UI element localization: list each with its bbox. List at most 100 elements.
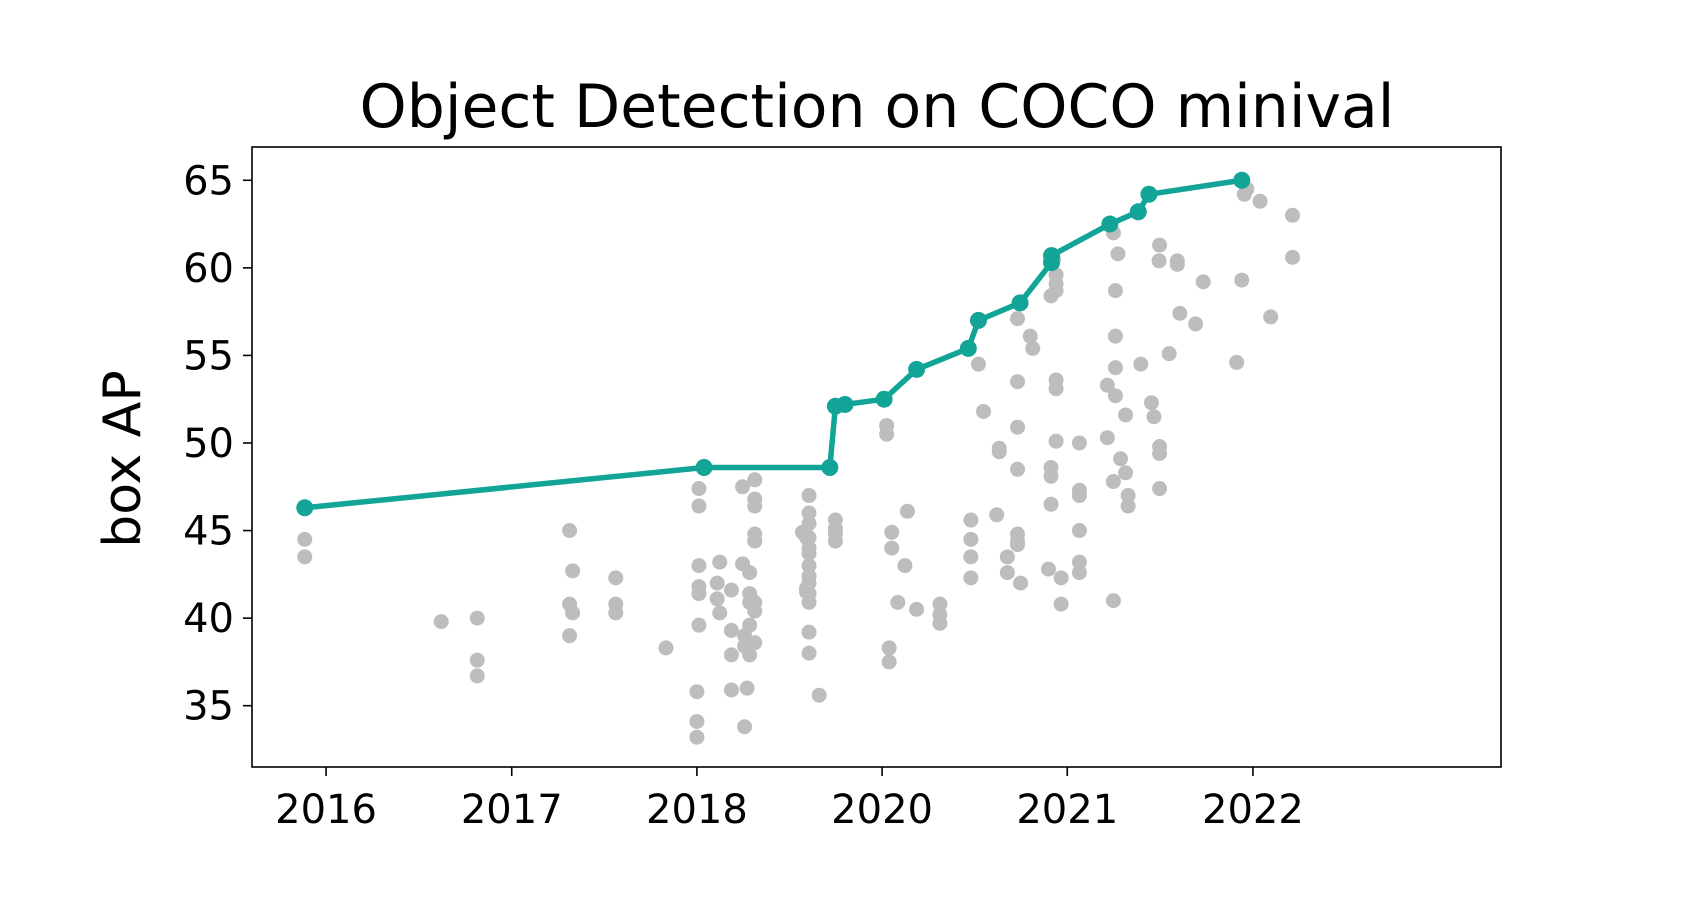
data-point [1040, 561, 1056, 577]
data-point [1043, 496, 1059, 512]
data-point [801, 505, 817, 521]
data-point [1188, 316, 1204, 332]
data-point [879, 426, 895, 442]
data-point [1025, 340, 1041, 356]
data-point [1152, 445, 1168, 461]
data-point [709, 591, 725, 607]
data-point [1043, 468, 1059, 484]
x-tick-label: 2022 [1202, 787, 1304, 833]
data-point [689, 729, 705, 745]
data-point [1048, 381, 1064, 397]
data-point [932, 596, 948, 612]
data-point [562, 523, 578, 539]
frontier-point [1233, 171, 1251, 189]
data-point [963, 531, 979, 547]
data-point [881, 654, 897, 670]
data-point [739, 680, 755, 696]
frontier-point [821, 459, 839, 477]
data-point [801, 488, 817, 504]
y-tick-label: 55 [183, 333, 234, 379]
data-point [1048, 283, 1064, 299]
data-point [1053, 596, 1069, 612]
data-point [469, 610, 485, 626]
data-point [737, 719, 753, 735]
data-point [801, 624, 817, 640]
data-point [1071, 554, 1087, 570]
data-point [691, 481, 707, 497]
data-point [742, 647, 758, 663]
data-point [963, 570, 979, 586]
data-point [1152, 237, 1168, 253]
y-tick-label: 50 [183, 421, 234, 467]
data-point [712, 554, 728, 570]
frontier-point [969, 311, 987, 329]
data-point [1284, 207, 1300, 223]
data-point [565, 605, 581, 621]
data-point [1151, 253, 1167, 269]
data-point [1071, 565, 1087, 581]
data-point [1120, 488, 1136, 504]
y-tick-label: 45 [183, 509, 234, 555]
data-point [1118, 465, 1134, 481]
data-point [899, 503, 915, 519]
data-point [1133, 356, 1149, 372]
y-axis-label: box AP [93, 370, 153, 547]
data-point [976, 403, 992, 419]
data-point [963, 549, 979, 565]
data-point [297, 549, 313, 565]
data-point [747, 603, 763, 619]
data-point [884, 524, 900, 540]
data-point [723, 647, 739, 663]
data-point [1229, 354, 1245, 370]
y-tick-label: 40 [183, 596, 234, 642]
data-point [999, 565, 1015, 581]
data-point [1107, 283, 1123, 299]
data-point [1105, 474, 1121, 490]
y-tick-label: 65 [183, 158, 234, 204]
data-point [709, 575, 725, 591]
data-point [747, 533, 763, 549]
data-point [1099, 377, 1115, 393]
data-point [1169, 256, 1185, 272]
frontier-point [836, 395, 854, 413]
data-point [1143, 395, 1159, 411]
data-point [801, 558, 817, 574]
frontier-point [875, 390, 893, 408]
data-point [469, 668, 485, 684]
data-point [884, 540, 900, 556]
frontier-point [1101, 215, 1119, 233]
data-point [723, 682, 739, 698]
data-point [1071, 523, 1087, 539]
data-point [932, 615, 948, 631]
data-point [1118, 407, 1134, 423]
data-point [1107, 328, 1123, 344]
chart-title: Object Detection on COCO minival [360, 72, 1395, 142]
data-point [1152, 481, 1168, 497]
data-point [1113, 451, 1129, 467]
data-point [658, 640, 674, 656]
data-point [747, 498, 763, 514]
data-point [747, 472, 763, 488]
plot-frame [251, 146, 1502, 768]
data-point [433, 614, 449, 630]
data-point [963, 512, 979, 528]
frontier-point [695, 459, 713, 477]
data-point [999, 549, 1015, 565]
data-point [691, 617, 707, 633]
data-point [1195, 274, 1211, 290]
data-point [801, 594, 817, 610]
data-point [1172, 305, 1188, 321]
data-point [1010, 419, 1026, 435]
frontier-point [296, 499, 314, 517]
data-point [1013, 575, 1029, 591]
data-point [1071, 435, 1087, 451]
x-tick-label: 2017 [461, 787, 563, 833]
data-point [811, 687, 827, 703]
data-point [1010, 311, 1026, 327]
data-point [801, 545, 817, 561]
data-point [801, 575, 817, 591]
data-point [1010, 461, 1026, 477]
frontier-point [1140, 185, 1158, 203]
data-point [565, 563, 581, 579]
